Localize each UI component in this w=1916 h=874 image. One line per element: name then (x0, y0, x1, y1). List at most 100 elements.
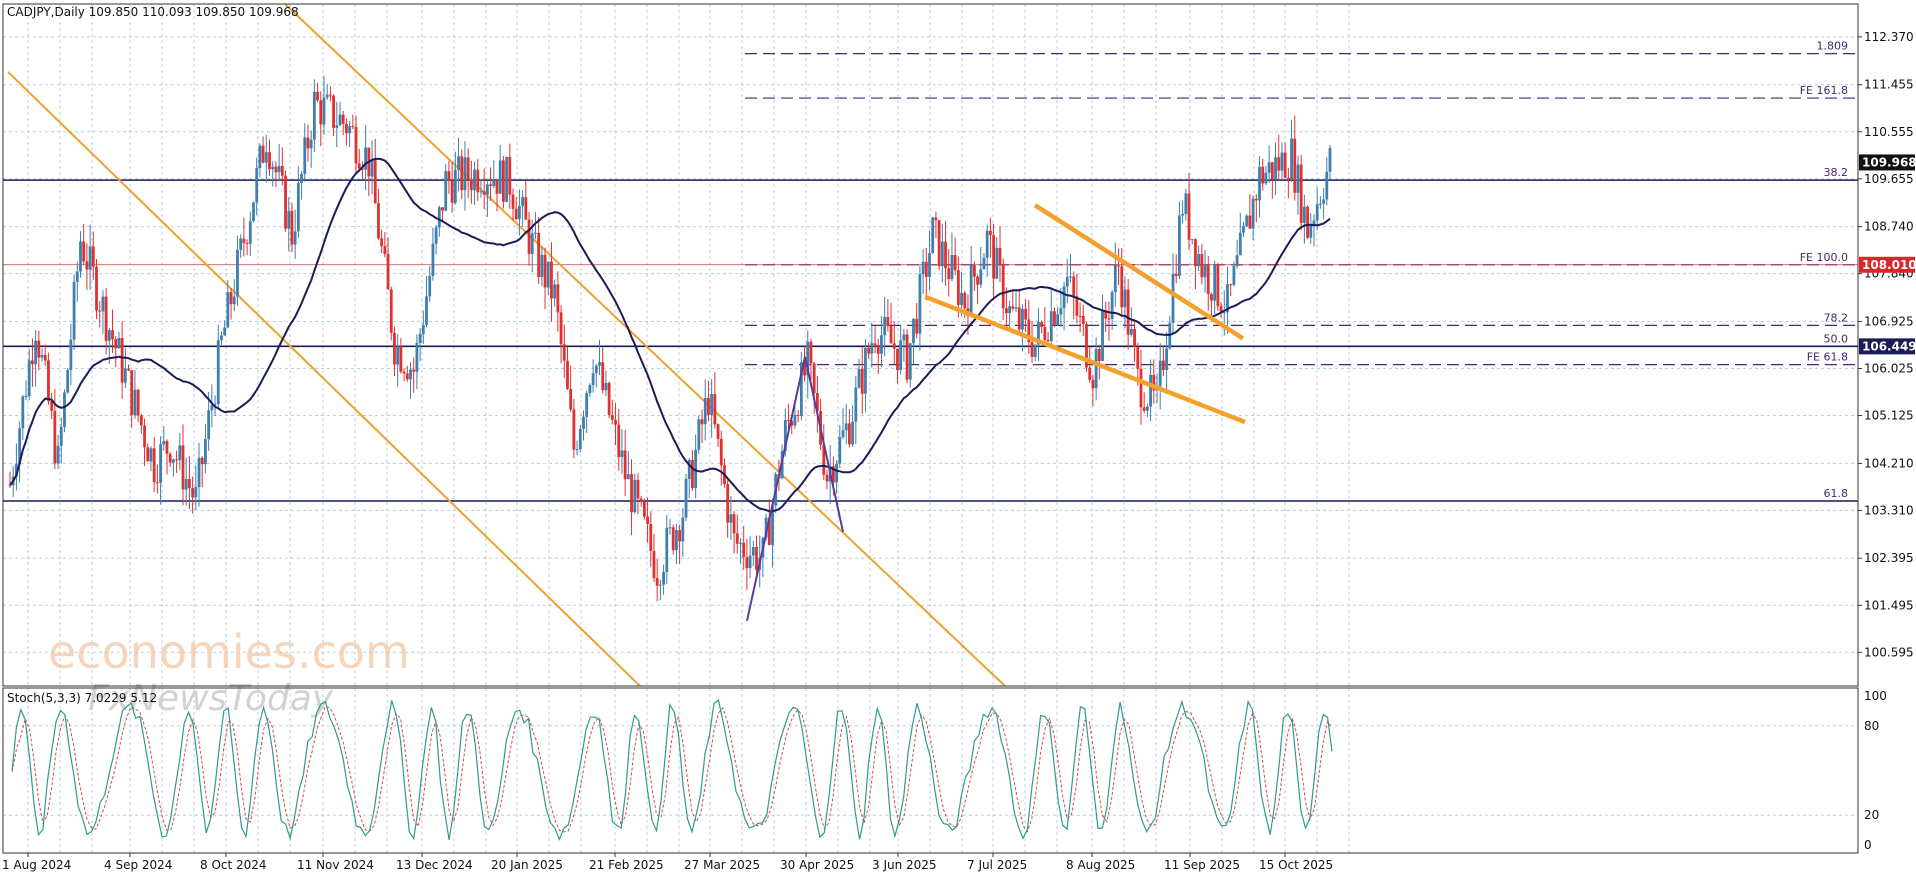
candle-body (614, 419, 617, 425)
price-tick-label: 104.210 (1864, 456, 1914, 470)
candle-body (1210, 294, 1213, 301)
candle-body (8, 484, 12, 486)
candle-body (860, 368, 864, 394)
fib-label: 1.809 (1817, 40, 1849, 53)
candle-body (37, 340, 41, 358)
candle-body (1213, 264, 1217, 301)
price-tick-label: 106.025 (1864, 362, 1914, 376)
candle-body (649, 523, 653, 551)
candle-body (482, 191, 486, 195)
candle-body (505, 156, 509, 202)
candle-body (364, 147, 368, 170)
candle-body (1120, 266, 1124, 308)
candle-body (553, 284, 557, 299)
price-tags: 109.968 108.010 106.449 (1859, 154, 1916, 355)
candle-body (831, 466, 835, 483)
candle-body (1267, 162, 1271, 173)
level-label: 50.0 (1824, 332, 1849, 345)
candle-body (646, 516, 649, 524)
candle-body (924, 261, 928, 277)
candle-body (361, 168, 364, 170)
candle-body (1033, 344, 1037, 358)
candle-body (309, 139, 313, 149)
candle-body (642, 501, 646, 517)
candle-body (668, 527, 672, 529)
candle-body (399, 346, 403, 372)
candle-body (1171, 273, 1175, 323)
candle-body (1062, 286, 1066, 309)
candle-body (1056, 314, 1060, 325)
candle-body (268, 152, 271, 170)
candle-body (261, 145, 265, 163)
candle-body (928, 253, 931, 277)
candle-body (1299, 164, 1303, 223)
candle-body (918, 274, 922, 334)
time-tick-label: 3 Jun 2025 (872, 858, 937, 872)
candle-body (947, 268, 951, 280)
candle-body (325, 94, 329, 98)
candle-body (848, 423, 851, 445)
candle-body (543, 254, 547, 288)
candle-body (1133, 328, 1136, 347)
price-tick-label: 109.655 (1864, 172, 1914, 186)
candle-body (607, 382, 611, 416)
candle-body (31, 360, 34, 365)
candle-body (524, 197, 528, 220)
candle-body (197, 457, 201, 487)
candle-body (117, 337, 121, 349)
candle-body (492, 180, 496, 187)
candle-body (91, 246, 95, 267)
candle-body (98, 310, 102, 312)
candle-body (82, 241, 86, 262)
time-tick-label: 1 Aug 2024 (2, 858, 71, 872)
candle-body (239, 238, 243, 250)
candle-body (165, 441, 169, 454)
candle-body (1091, 379, 1095, 389)
candle-body (1085, 324, 1088, 368)
candle-body (469, 179, 473, 191)
candle-body (944, 241, 947, 269)
candle-body (998, 247, 1002, 265)
candle-body (104, 296, 108, 341)
candle-body (546, 261, 550, 288)
moving-average-line (9, 157, 1331, 513)
candle-body (274, 166, 278, 173)
price-tick-label: 108.740 (1864, 220, 1914, 234)
candle-body (623, 450, 627, 480)
candle-body (1014, 307, 1018, 309)
time-tick-label: 8 Aug 2025 (1066, 858, 1135, 872)
candle-body (21, 396, 25, 429)
candle-body (204, 439, 207, 465)
price-tag-box (1859, 338, 1915, 355)
candle-body (912, 318, 915, 344)
candle-body (75, 271, 79, 282)
candle-body (162, 441, 166, 445)
candle-body (1024, 308, 1028, 320)
candle-body (1274, 157, 1277, 180)
candle-body (1142, 407, 1146, 411)
candle-body (1194, 239, 1197, 267)
candle-body (155, 482, 159, 484)
candle-body (1053, 311, 1056, 325)
candle-body (908, 343, 912, 380)
watermark-sub: FxNewsToday (88, 678, 334, 719)
candle-body (934, 217, 938, 221)
candle-body (1200, 254, 1204, 278)
candle-body (1302, 206, 1306, 223)
candle-body (1293, 138, 1297, 193)
candle-body (111, 330, 114, 340)
abc-wave (746, 356, 844, 621)
candle-body (479, 191, 483, 193)
candle-body (678, 530, 682, 542)
candle-body (146, 447, 150, 462)
candle-body (63, 392, 66, 427)
candle-body (518, 206, 521, 220)
candle-body (514, 208, 518, 220)
candle-body (444, 171, 448, 211)
candle-body (389, 289, 393, 333)
candle-body (748, 555, 752, 569)
candle-body (639, 498, 643, 502)
candle-body (793, 414, 797, 426)
